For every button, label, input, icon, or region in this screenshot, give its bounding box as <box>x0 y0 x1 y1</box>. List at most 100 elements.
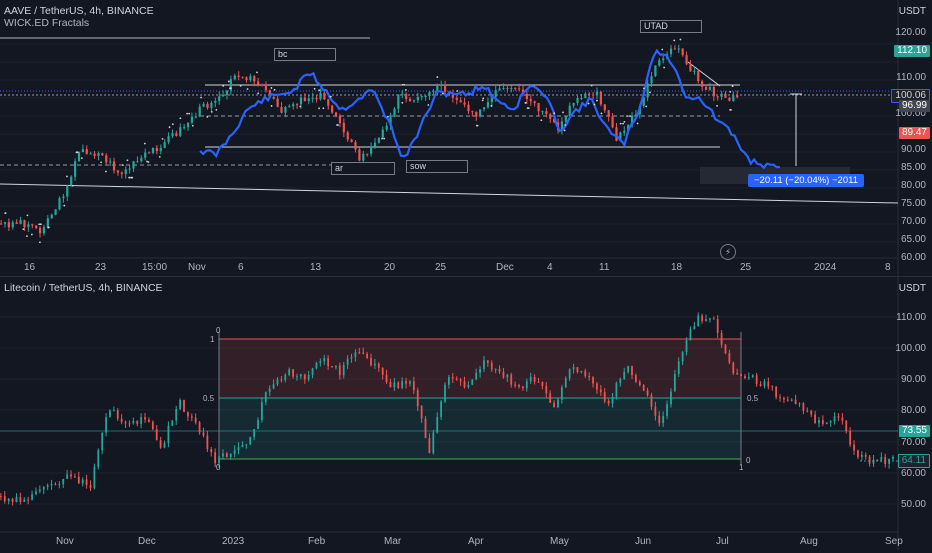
fractal-dot <box>273 88 276 91</box>
fractal-dot <box>210 110 213 113</box>
candle-body <box>818 420 820 424</box>
candle-body <box>93 466 96 489</box>
fractals-indicator-name[interactable]: WICK.ED Fractals <box>4 17 90 29</box>
fractal-dot <box>481 99 484 102</box>
candle-body <box>810 410 813 415</box>
candle-body <box>31 224 34 226</box>
candle-body <box>112 410 115 412</box>
candle-body <box>525 93 528 100</box>
candle-body <box>689 64 692 72</box>
candle-body <box>704 86 708 90</box>
candle-body <box>194 116 197 118</box>
fractal-dot <box>381 137 383 140</box>
candle-body <box>518 88 521 90</box>
candle-body <box>412 100 416 102</box>
candle-body <box>366 153 369 155</box>
candle-body <box>81 479 84 484</box>
fractal-dot <box>186 112 188 115</box>
lightning-icon[interactable]: ⚡ <box>720 244 736 260</box>
fractal-dot <box>629 115 631 118</box>
candle-body <box>105 155 108 163</box>
candle-body <box>140 157 143 162</box>
candle-body <box>194 417 197 423</box>
candle-body <box>467 104 470 112</box>
candle-body <box>463 102 466 105</box>
candle-body <box>112 161 116 171</box>
candle-body <box>662 415 665 424</box>
fractal-dot <box>200 96 203 99</box>
fractal-dot <box>482 97 485 100</box>
price-tick-label: 100.00 <box>895 108 926 119</box>
fractal-dot <box>4 212 7 215</box>
candle-body <box>19 220 22 224</box>
candle-body <box>693 326 696 330</box>
candle-body <box>144 417 146 420</box>
candle-body <box>837 416 840 418</box>
candle-body <box>249 76 252 80</box>
fractal-dot <box>716 104 719 107</box>
candle-body <box>736 95 739 98</box>
time-tick-label: 13 <box>310 262 322 273</box>
candle-body <box>183 127 186 129</box>
fractal-dot <box>405 88 407 91</box>
candle-body <box>490 96 493 103</box>
candle-body <box>693 70 696 72</box>
candle-body <box>576 367 579 373</box>
fractal-dot <box>143 142 146 145</box>
candle-body <box>171 420 174 426</box>
fractal-dot <box>643 87 645 90</box>
label-ar[interactable]: ar <box>331 162 395 175</box>
candle-body <box>389 117 392 126</box>
candle-body <box>783 398 785 400</box>
candle-body <box>841 417 844 421</box>
fractal-dot <box>71 184 74 187</box>
candle-body <box>338 116 342 123</box>
candle-body <box>631 366 633 376</box>
candle-body <box>549 114 552 119</box>
candle-body <box>603 104 606 111</box>
candle-body <box>518 385 520 387</box>
candle-body <box>521 89 525 94</box>
aave-symbol-title[interactable]: AAVE / TetherUS, 4h, BINANCE <box>4 5 154 17</box>
fractal-dot <box>401 101 404 104</box>
candle-body <box>334 112 338 117</box>
aave-chart-pane[interactable]: AAVE / TetherUS, 4h, BINANCE WICK.ED Fra… <box>0 0 932 276</box>
litecoin-symbol-title[interactable]: Litecoin / TetherUS, 4h, BINANCE <box>4 282 163 294</box>
aave-price-chart[interactable] <box>0 0 932 276</box>
candle-body <box>502 87 505 89</box>
candle-body <box>428 91 431 97</box>
candle-body <box>229 79 232 91</box>
candle-body <box>444 384 446 402</box>
candle-body <box>19 496 22 502</box>
litecoin-chart-pane[interactable]: Litecoin / TetherUS, 4h, BINANCE USDT 11… <box>0 277 932 550</box>
litecoin-price-chart[interactable] <box>0 277 932 550</box>
pane-divider[interactable] <box>0 276 932 277</box>
time-tick-label: 25 <box>740 262 752 273</box>
fractal-dot <box>318 107 320 110</box>
candle-body <box>260 84 264 86</box>
candle-body <box>483 360 485 369</box>
candle-body <box>685 340 688 353</box>
fractal-dot <box>171 123 174 126</box>
candle-body <box>233 75 236 80</box>
candle-body <box>685 55 688 65</box>
candle-body <box>175 409 178 421</box>
label-sow[interactable]: sow <box>406 160 468 173</box>
candle-body <box>486 360 489 363</box>
label-bc[interactable]: bc <box>274 48 336 61</box>
label-utad[interactable]: UTAD <box>640 20 702 33</box>
candle-body <box>868 456 871 464</box>
price-badge-high: 112.10 <box>894 45 930 57</box>
candle-body <box>27 224 30 228</box>
time-tick-label: 20 <box>384 262 396 273</box>
candle-body <box>124 169 127 175</box>
price-range-measure[interactable]: −20.11 (−20.04%) −2011 <box>748 174 864 187</box>
candle-body <box>311 368 314 375</box>
candle-body <box>159 440 162 448</box>
candle-body <box>331 105 334 113</box>
candle-body <box>849 430 852 445</box>
candle-body <box>186 411 189 417</box>
fractal-dot <box>100 161 102 164</box>
fractal-dot <box>318 89 321 92</box>
candle-body <box>190 416 193 418</box>
